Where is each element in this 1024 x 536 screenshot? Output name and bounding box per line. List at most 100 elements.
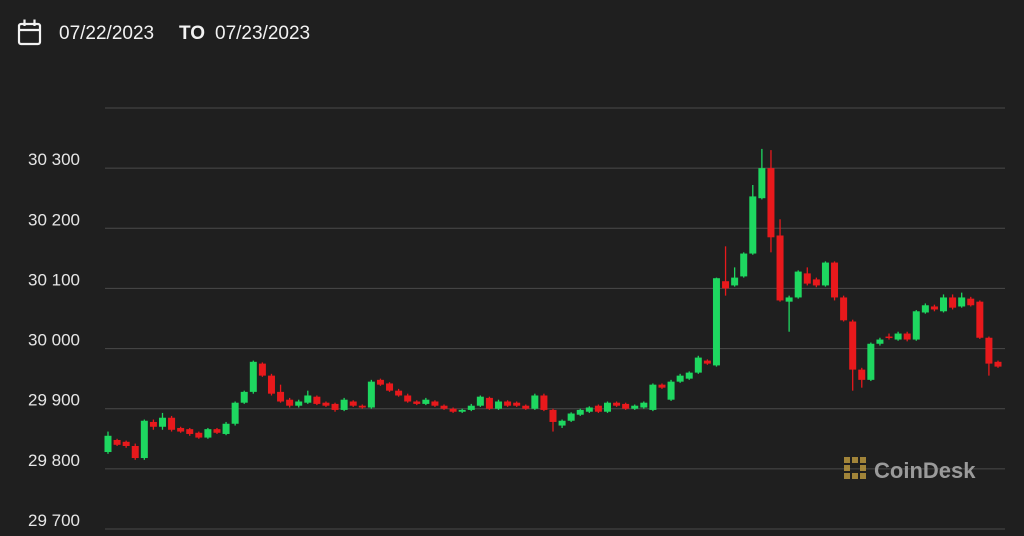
candle-body <box>485 397 493 409</box>
candle-body <box>177 427 185 432</box>
candle-body <box>168 417 176 430</box>
candle-body <box>258 363 266 376</box>
candle-body <box>413 401 421 404</box>
candle-body <box>940 297 948 312</box>
y-tick-label: 29 900 <box>28 391 80 410</box>
candle-body <box>840 297 848 321</box>
candle-body <box>585 407 593 412</box>
y-tick-label: 30 300 <box>28 150 80 169</box>
candle-body <box>821 262 829 286</box>
candle-body <box>876 339 884 344</box>
candle-body <box>458 409 466 412</box>
candle-body <box>222 423 230 434</box>
grid: 29 700 29 800 29 900 30 000 30 100 30 200 30 3… <box>28 107 1005 530</box>
y-tick-label: 29 700 <box>28 511 80 530</box>
candle-body <box>286 399 294 406</box>
y-tick-label: 29 800 <box>28 451 80 470</box>
candle-body <box>440 405 448 409</box>
candle-body <box>767 168 775 238</box>
candle-body <box>631 405 639 409</box>
candle-body <box>249 361 257 392</box>
candle-body <box>594 405 602 412</box>
candle-body <box>349 401 357 406</box>
candle-body <box>958 297 966 307</box>
candle-body <box>622 403 630 409</box>
candle-body <box>313 396 321 404</box>
candle-body <box>740 253 748 277</box>
candle-body <box>985 337 993 364</box>
candle-body <box>531 395 539 409</box>
candle-body <box>967 298 975 306</box>
candle-body <box>867 343 875 380</box>
candle-body <box>930 306 938 310</box>
candle-body <box>812 279 820 286</box>
candle-body <box>522 405 530 409</box>
candle-body <box>849 321 857 370</box>
candle-body <box>640 402 648 408</box>
candle-body <box>376 379 384 385</box>
candle-body <box>558 420 566 426</box>
candle-body <box>476 396 484 406</box>
candle-body <box>113 439 121 445</box>
watermark-logo <box>844 457 866 479</box>
candle-body <box>149 421 157 427</box>
candle-body <box>449 408 457 412</box>
candle-body <box>340 399 348 410</box>
candle-body <box>903 333 911 340</box>
date-from: 07/22/2023 <box>59 23 154 44</box>
candle-body <box>431 401 439 406</box>
candle-body <box>749 196 757 254</box>
candle-body <box>831 262 839 298</box>
candle-body <box>204 429 212 438</box>
candle-body <box>331 403 339 410</box>
candle-body <box>694 357 702 373</box>
candle-body <box>658 384 666 388</box>
date-to: 07/23/2023 <box>215 23 310 44</box>
candle-body <box>122 441 130 447</box>
candle-body <box>304 395 312 403</box>
candles <box>104 148 1002 460</box>
candle-body <box>921 305 929 313</box>
candle-body <box>131 446 139 459</box>
candle-body <box>613 402 621 406</box>
candle-body <box>104 435 112 453</box>
y-tick-label: 30 000 <box>28 331 80 350</box>
candle-body <box>885 336 893 339</box>
candle-body <box>186 429 194 434</box>
candle-body <box>140 420 148 459</box>
candle-body <box>949 297 957 308</box>
candle-body <box>976 301 984 338</box>
candle-body <box>776 235 784 301</box>
candle-body <box>267 375 275 394</box>
candle-body <box>386 383 394 391</box>
candle-body <box>467 405 475 410</box>
candle-body <box>495 401 503 409</box>
candle-body <box>504 401 512 406</box>
candle-body <box>685 372 693 379</box>
candle-body <box>576 409 584 415</box>
candle-body <box>803 273 811 284</box>
candle-body <box>667 381 675 400</box>
candle-body <box>994 361 1002 367</box>
candle-body <box>676 375 684 382</box>
candle-body <box>549 409 557 422</box>
candle-body <box>158 417 166 427</box>
candle-body <box>358 405 366 408</box>
candle-body <box>567 413 575 421</box>
candle-body <box>722 281 730 289</box>
candle-body <box>731 277 739 286</box>
candle-body <box>540 395 548 410</box>
candle-body <box>277 391 285 402</box>
candle-body <box>240 391 248 403</box>
candle-body <box>758 168 766 199</box>
date-separator: TO <box>179 23 205 44</box>
candle-body <box>703 360 711 364</box>
candle-body <box>404 395 412 402</box>
watermark: CoinDesk <box>874 458 976 483</box>
candle-body <box>785 297 793 302</box>
y-tick-label: 30 200 <box>28 210 80 229</box>
candle-body <box>367 381 375 408</box>
candle-body <box>649 384 657 410</box>
